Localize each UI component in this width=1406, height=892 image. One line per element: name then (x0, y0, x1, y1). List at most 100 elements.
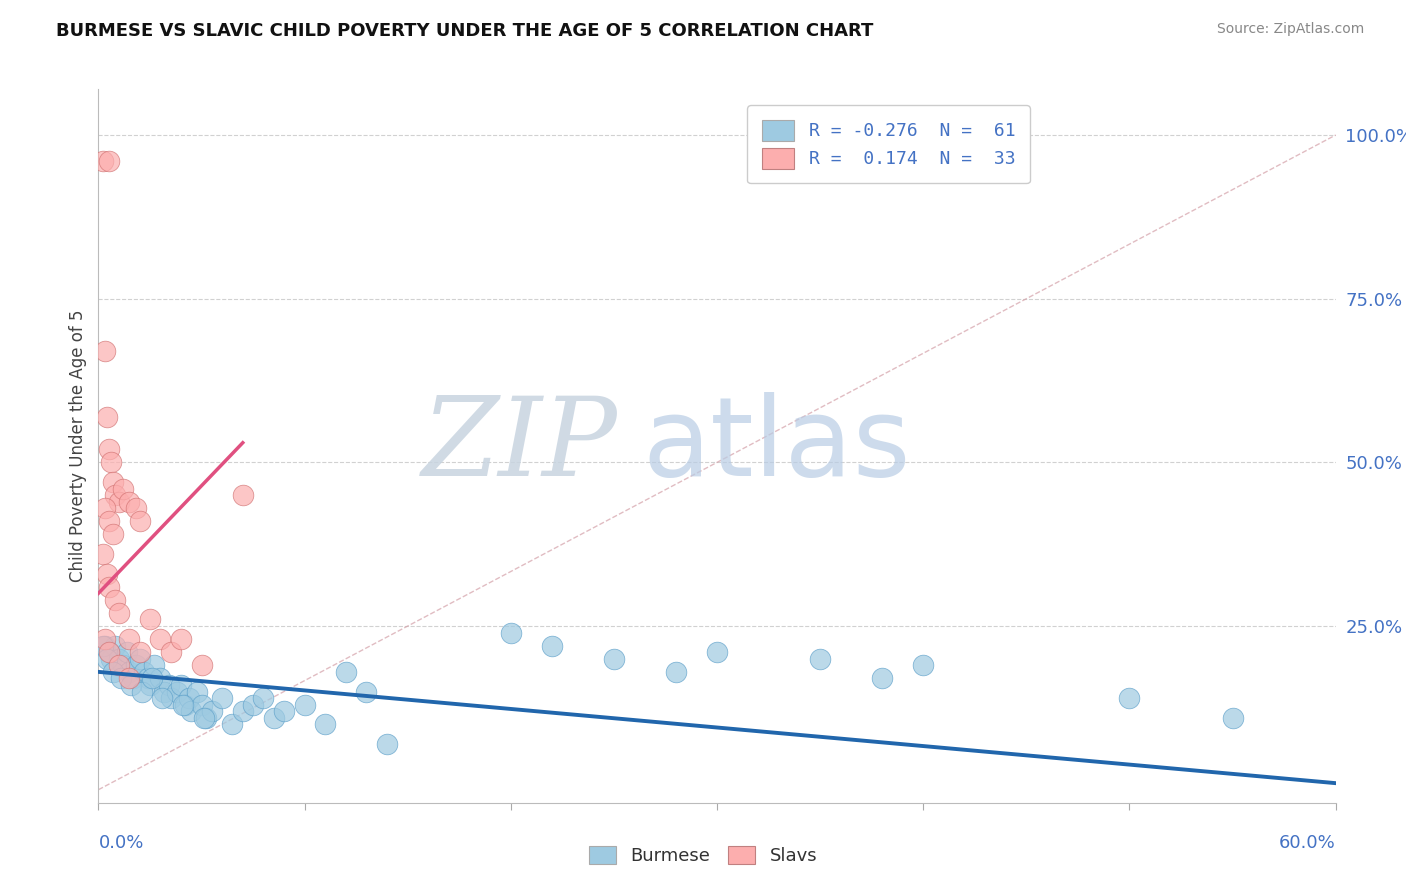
Point (91, 639, 114, 653)
Point (96, 409, 118, 424)
Point (232, 488, 254, 502)
Point (356, 684, 378, 698)
Point (96, 566, 118, 581)
Point (1222, 711, 1244, 725)
Point (150, 691, 173, 706)
Point (706, 645, 728, 659)
Point (101, 527, 124, 541)
Point (124, 501, 146, 516)
Point (118, 672, 141, 686)
Point (180, 704, 202, 718)
Point (104, 592, 127, 607)
Point (122, 672, 145, 686)
Point (603, 652, 626, 666)
Point (104, 488, 127, 502)
Point (335, 665, 357, 679)
Point (132, 665, 155, 679)
Point (97, 442, 120, 457)
Point (118, 632, 141, 647)
Point (97, 645, 120, 659)
Point (149, 672, 172, 686)
Point (118, 665, 141, 679)
Point (93, 501, 115, 516)
Text: 0.0%: 0.0% (98, 834, 143, 852)
Point (186, 684, 208, 698)
Point (263, 711, 285, 725)
Point (179, 691, 201, 706)
Point (143, 658, 166, 673)
Point (136, 672, 159, 686)
Point (157, 678, 180, 692)
Point (174, 698, 197, 712)
Point (294, 698, 316, 712)
Point (190, 658, 212, 673)
Point (139, 612, 162, 626)
Point (1118, 691, 1140, 706)
Point (541, 639, 564, 653)
Point (149, 632, 172, 647)
Point (273, 704, 295, 718)
Point (808, 652, 831, 666)
Point (128, 645, 150, 659)
Point (141, 672, 163, 686)
Point (96, 652, 118, 666)
Point (665, 665, 688, 679)
Point (91, 154, 114, 169)
Point (252, 691, 274, 706)
Point (221, 717, 243, 731)
Point (314, 717, 336, 731)
Point (120, 678, 142, 692)
Point (104, 639, 127, 653)
Point (93, 632, 115, 647)
Point (870, 672, 893, 686)
Point (190, 698, 212, 712)
Point (153, 684, 176, 698)
Point (128, 652, 150, 666)
Point (375, 737, 398, 751)
Point (101, 665, 124, 679)
Point (242, 698, 264, 712)
Text: ZIP: ZIP (422, 392, 619, 500)
Point (93, 639, 115, 653)
Point (93, 344, 115, 359)
Point (101, 475, 124, 489)
Point (170, 678, 193, 692)
Point (211, 691, 233, 706)
Point (108, 606, 131, 620)
Point (499, 625, 522, 640)
Text: atlas: atlas (643, 392, 911, 500)
Point (108, 494, 131, 508)
Point (117, 645, 139, 659)
Point (131, 684, 153, 698)
Point (912, 658, 935, 673)
Point (91, 547, 114, 561)
Point (201, 704, 224, 718)
Point (112, 658, 135, 673)
Point (97, 580, 120, 594)
Legend: R = -0.276  N =  61, R =  0.174  N =  33: R = -0.276 N = 61, R = 0.174 N = 33 (747, 105, 1029, 183)
Point (170, 632, 193, 647)
Legend: Burmese, Slavs: Burmese, Slavs (579, 837, 827, 874)
Point (110, 672, 132, 686)
Point (193, 711, 215, 725)
Point (166, 684, 188, 698)
Point (97, 154, 120, 169)
Point (108, 658, 131, 673)
Point (108, 652, 131, 666)
Point (97, 514, 120, 528)
Point (194, 711, 217, 725)
Point (139, 678, 162, 692)
Y-axis label: Child Poverty Under the Age of 5: Child Poverty Under the Age of 5 (69, 310, 87, 582)
Point (112, 482, 135, 496)
Point (159, 645, 181, 659)
Point (100, 455, 122, 469)
Point (97, 645, 120, 659)
Point (232, 704, 254, 718)
Text: BURMESE VS SLAVIC CHILD POVERTY UNDER THE AGE OF 5 CORRELATION CHART: BURMESE VS SLAVIC CHILD POVERTY UNDER TH… (56, 22, 873, 40)
Point (100, 652, 122, 666)
Point (124, 658, 146, 673)
Point (159, 691, 181, 706)
Point (128, 514, 150, 528)
Text: Source: ZipAtlas.com: Source: ZipAtlas.com (1216, 22, 1364, 37)
Point (172, 698, 194, 712)
